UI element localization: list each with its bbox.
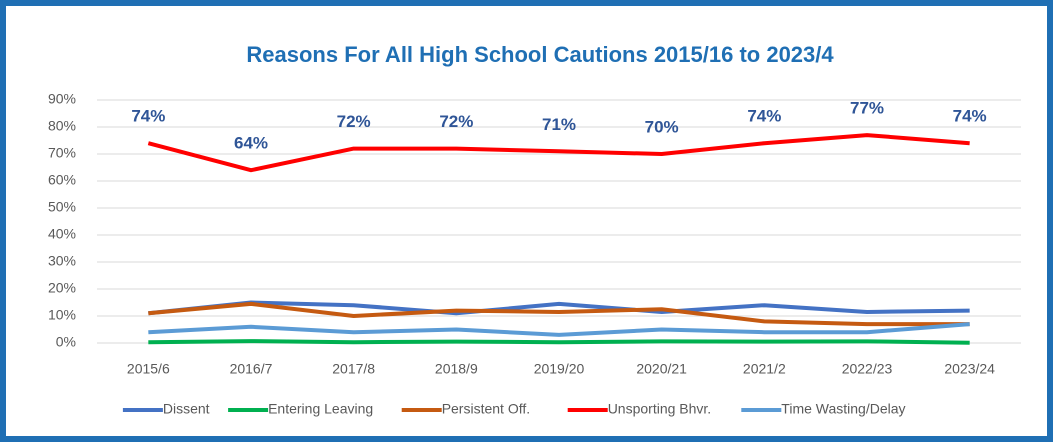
data-label: 64%	[234, 134, 268, 153]
data-label: 74%	[747, 107, 781, 126]
x-tick-label: 2022/23	[842, 361, 893, 377]
x-tick-label: 2020/21	[636, 361, 687, 377]
y-tick-label: 20%	[48, 280, 76, 296]
legend-label: Unsporting Bhvr.	[608, 401, 712, 417]
series-line	[148, 301, 970, 327]
chart-title: Reasons For All High School Cautions 201…	[246, 42, 834, 67]
legend-label: Persistent Off.	[442, 401, 530, 417]
y-tick-label: 60%	[48, 172, 76, 188]
data-label: 77%	[850, 99, 884, 118]
series-line	[147, 133, 970, 173]
data-label: 72%	[337, 112, 371, 131]
legend-label: Entering Leaving	[268, 401, 373, 417]
y-tick-label: 0%	[56, 334, 76, 350]
x-tick-label: 2015/6	[127, 361, 170, 377]
data-label: 71%	[542, 115, 576, 134]
y-tick-label: 50%	[48, 199, 76, 215]
legend-label: Time Wasting/Delay	[781, 401, 905, 417]
y-tick-label: 40%	[48, 226, 76, 242]
y-tick-label: 80%	[48, 118, 76, 134]
data-label: 74%	[953, 107, 987, 126]
data-label: 70%	[645, 117, 679, 136]
x-tick-label: 2019/20	[534, 361, 585, 377]
y-tick-label: 90%	[48, 91, 76, 107]
x-tick-label: 2021/2	[743, 361, 786, 377]
y-tick-label: 10%	[48, 307, 76, 323]
series-line	[148, 322, 970, 337]
y-tick-label: 70%	[48, 145, 76, 161]
data-label: 72%	[439, 112, 473, 131]
y-tick-label: 30%	[48, 253, 76, 269]
x-tick-label: 2016/7	[230, 361, 273, 377]
x-tick-label: 2017/8	[332, 361, 375, 377]
legend-label: Dissent	[163, 401, 210, 417]
series-line	[148, 339, 970, 345]
data-label: 74%	[131, 107, 165, 126]
series-line	[148, 300, 970, 316]
x-tick-label: 2018/9	[435, 361, 478, 377]
x-tick-label: 2023/24	[944, 361, 995, 377]
